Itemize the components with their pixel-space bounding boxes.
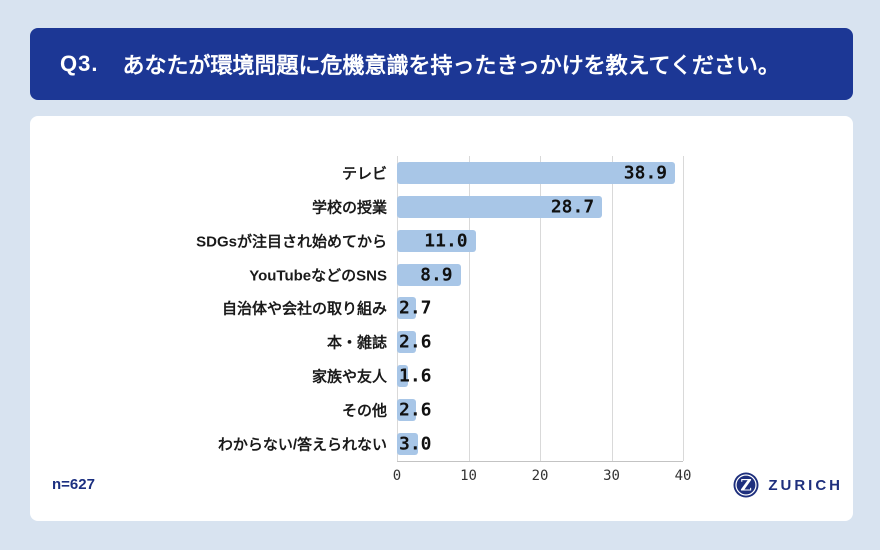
bar-row: SDGsが注目され始めてから 11.0: [30, 224, 853, 258]
category-label: YouTubeなどのSNS: [249, 267, 387, 285]
category-label: 自治体や会社の取り組み: [221, 300, 387, 318]
x-axis-tick-label: 40: [674, 468, 692, 484]
bar: [397, 229, 476, 252]
x-axis-tick-label: 0: [392, 468, 402, 484]
category-label: その他: [341, 402, 387, 420]
bar-row: 家族や友人 1.6: [30, 359, 853, 393]
value-label: 8.9: [420, 264, 453, 286]
sample-size-label: n=627: [52, 476, 95, 493]
bar-row: 自治体や会社の取り組み 2.7: [30, 292, 853, 326]
gridline: [611, 156, 613, 461]
bar-row: わからない/答えられない 3.0: [30, 427, 853, 461]
category-label: 家族や友人: [311, 368, 387, 386]
value-label: 11.0: [424, 230, 468, 252]
value-label: 28.7: [550, 196, 595, 218]
category-label: テレビ: [341, 165, 387, 183]
gridline: [683, 156, 684, 461]
category-label: 学校の授業: [311, 199, 387, 217]
zurich-logo: Z ZURICH: [733, 472, 843, 498]
bar: [397, 433, 419, 456]
bar: [397, 365, 409, 388]
value-label: 3.0: [399, 433, 432, 455]
bar: [397, 195, 603, 218]
x-axis-tick-label: 20: [531, 468, 549, 484]
value-label: 38.9: [623, 162, 668, 184]
chart-rows: テレビ 38.9 学校の授業 28.7 SDGsが注目され始めてから 11.0 YouTub…: [30, 156, 853, 461]
x-axis-tick-label: 10: [460, 468, 477, 484]
bar: [397, 399, 416, 422]
gridline: [468, 156, 470, 461]
zurich-wordmark: ZURICH: [768, 476, 843, 494]
question-text: あなたが環境問題に危機意識を持ったきっかけを教えてください。: [122, 53, 780, 78]
bar-chart: テレビ 38.9 学校の授業 28.7 SDGsが注目され始めてから 11.0 YouTub…: [30, 116, 853, 521]
value-label: 2.6: [399, 399, 432, 421]
category-label: 本・雑誌: [326, 334, 387, 352]
bar-row: その他 2.6: [30, 393, 853, 427]
value-label: 1.6: [399, 365, 432, 387]
bar: [397, 297, 417, 320]
zurich-z-icon: Z: [733, 472, 759, 498]
question-title-bar: Q3. あなたが環境問題に危機意識を持ったきっかけを教えてください。: [30, 28, 853, 100]
question-number: Q3.: [60, 51, 99, 76]
bar: [397, 161, 676, 184]
value-label: 2.6: [399, 331, 432, 353]
x-axis-tick-label: 30: [603, 468, 620, 484]
chart-card: テレビ 38.9 学校の授業 28.7 SDGsが注目され始めてから 11.0 YouTub…: [30, 116, 853, 521]
gridline: [540, 156, 541, 461]
category-label: SDGsが注目され始めてから: [196, 233, 387, 251]
value-label: 2.7: [399, 297, 432, 319]
bar: [397, 263, 461, 286]
bar-row: 学校の授業 28.7: [30, 190, 853, 224]
bar-row: YouTubeなどのSNS 8.9: [30, 258, 853, 292]
zurich-z-letter: Z: [741, 475, 752, 494]
bar-row: 本・雑誌 2.6: [30, 325, 853, 359]
category-label: わからない/答えられない: [217, 436, 387, 454]
bar: [397, 331, 416, 354]
bar-row: テレビ 38.9: [30, 156, 853, 190]
